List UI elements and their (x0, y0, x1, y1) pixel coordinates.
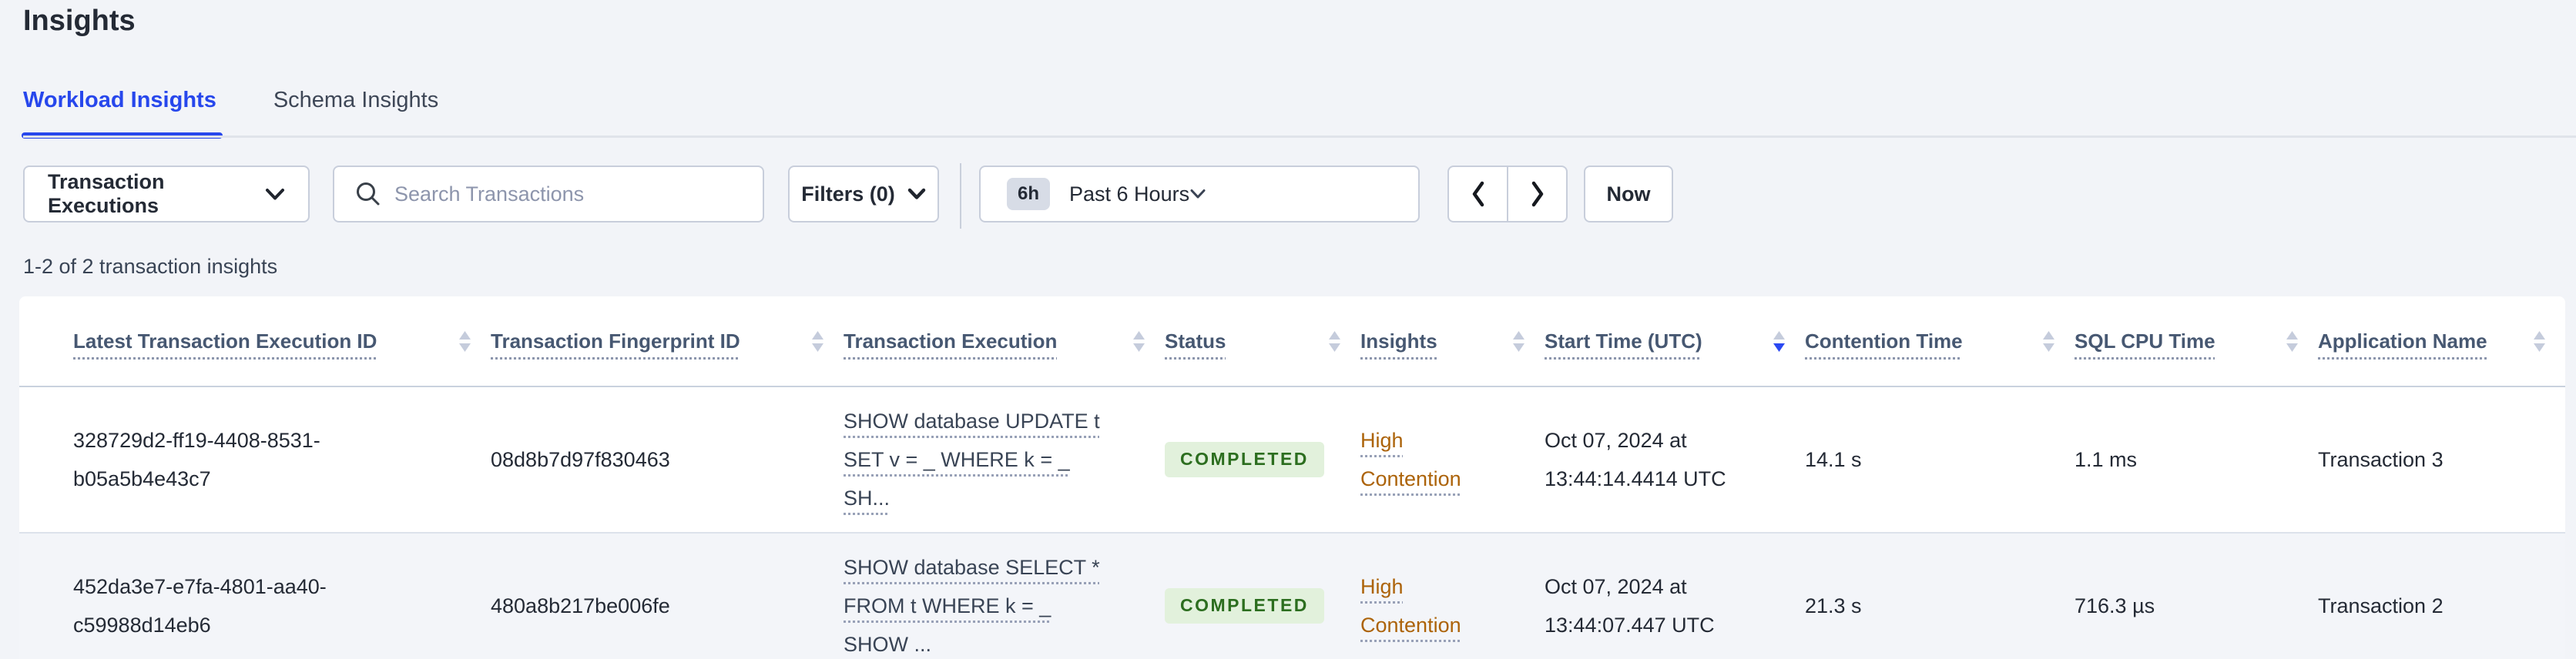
column-header-label: SQL CPU Time (2075, 329, 2215, 353)
column-header-label: Start Time (UTC) (1545, 329, 1702, 353)
column-header[interactable]: Application Name (2318, 329, 2565, 354)
sql-cpu-time-value: 716.3 µs (2075, 594, 2155, 617)
sort-arrows-icon (448, 330, 471, 352)
column-header[interactable]: Transaction Fingerprint ID (491, 329, 844, 354)
column-header[interactable]: Insights (1360, 329, 1545, 354)
insight-link[interactable]: High Contention (1360, 429, 1461, 490)
time-pager (1447, 166, 1568, 222)
status-badge: COMPLETED (1165, 587, 1324, 624)
column-header-label: Application Name (2318, 329, 2487, 353)
execution-id-value: 452da3e7-e7fa-4801-aa40-c59988d14eb6 (73, 575, 327, 637)
time-range-picker[interactable]: 6h Past 6 Hours (979, 166, 1420, 222)
sort-arrows-icon (2032, 330, 2054, 352)
column-header[interactable]: SQL CPU Time (2075, 329, 2318, 354)
insight-type-select[interactable]: Transaction Executions (23, 166, 310, 222)
table-row[interactable]: 452da3e7-e7fa-4801-aa40-c59988d14eb6 480… (19, 534, 2565, 659)
sort-arrows-icon (1318, 330, 1340, 352)
sort-arrows-icon (2523, 330, 2545, 352)
time-prev-button[interactable] (1447, 166, 1508, 222)
column-header[interactable]: Status (1165, 329, 1360, 354)
now-button[interactable]: Now (1584, 166, 1673, 222)
start-time-value: Oct 07, 2024 at 13:44:07.447 UTC (1545, 575, 1715, 637)
chevron-left-icon (1469, 179, 1488, 209)
column-header-label: Contention Time (1805, 329, 1963, 353)
column-header[interactable]: Latest Transaction Execution ID (73, 329, 491, 354)
fingerprint-id-value: 08d8b7d97f830463 (491, 448, 670, 471)
application-name-value: Transaction 2 (2318, 594, 2444, 617)
column-header-label: Latest Transaction Execution ID (73, 329, 377, 353)
sort-arrows-icon (1122, 330, 1145, 352)
tabs-divider (23, 135, 2576, 138)
table-row[interactable]: 328729d2-ff19-4408-8531-b05a5b4e43c7 08d… (19, 387, 2565, 534)
chevron-down-icon (907, 188, 926, 200)
sort-arrows-icon (801, 330, 823, 352)
toolbar-divider (960, 163, 961, 229)
search-box (333, 166, 764, 222)
time-range-badge: 6h (1007, 178, 1051, 210)
sort-arrows-icon (2276, 330, 2298, 352)
tab-schema-insights[interactable]: Schema Insights (273, 88, 439, 112)
now-button-label: Now (1606, 182, 1651, 206)
column-header-label: Transaction Fingerprint ID (491, 329, 740, 353)
time-range-label: Past 6 Hours (1069, 182, 1190, 206)
start-time-value: Oct 07, 2024 at 13:44:14.4414 UTC (1545, 429, 1726, 490)
transaction-execution-link[interactable]: SHOW database UPDATE t SET v = _ WHERE k… (844, 410, 1100, 510)
sort-arrows-icon (1763, 330, 1785, 352)
contention-time-value: 21.3 s (1805, 594, 1862, 617)
search-icon (354, 180, 394, 208)
search-input[interactable] (394, 182, 747, 206)
column-header[interactable]: Transaction Execution (844, 329, 1165, 354)
transaction-execution-link[interactable]: SHOW database SELECT * FROM t WHERE k = … (844, 556, 1100, 656)
column-header-label: Insights (1360, 329, 1437, 353)
column-header-label: Transaction Execution (844, 329, 1058, 353)
insight-type-select-value: Transaction Executions (48, 170, 165, 217)
filters-button[interactable]: Filters (0) (788, 166, 939, 222)
column-header[interactable]: Start Time (UTC) (1545, 329, 1805, 354)
insight-link[interactable]: High Contention (1360, 575, 1461, 637)
tabs-bar: Workload Insights Schema Insights (22, 85, 495, 139)
table-header-row: Latest Transaction Execution ID Transact… (19, 296, 2565, 387)
contention-time-value: 14.1 s (1805, 448, 1862, 471)
page-title: Insights (23, 5, 136, 37)
insights-table-card: Latest Transaction Execution ID Transact… (19, 296, 2565, 659)
column-header-label: Status (1165, 329, 1226, 353)
chevron-right-icon (1528, 179, 1547, 209)
filters-button-label: Filters (0) (801, 182, 895, 206)
table-body: 328729d2-ff19-4408-8531-b05a5b4e43c7 08d… (19, 387, 2565, 659)
fingerprint-id-value: 480a8b217be006fe (491, 594, 670, 617)
sql-cpu-time-value: 1.1 ms (2075, 448, 2138, 471)
toolbar: Transaction Executions Filters (0) 6h Pa… (0, 163, 2576, 229)
status-badge: COMPLETED (1165, 441, 1324, 478)
application-name-value: Transaction 3 (2318, 448, 2444, 471)
column-header[interactable]: Contention Time (1805, 329, 2075, 354)
tab-workload-insights[interactable]: Workload Insights (22, 85, 223, 139)
execution-id-value: 328729d2-ff19-4408-8531-b05a5b4e43c7 (73, 429, 320, 490)
results-count: 1-2 of 2 transaction insights (23, 255, 278, 278)
time-next-button[interactable] (1508, 166, 1568, 222)
sort-arrows-icon (1502, 330, 1524, 352)
chevron-down-icon (1189, 189, 1206, 199)
chevron-down-icon (265, 188, 285, 201)
